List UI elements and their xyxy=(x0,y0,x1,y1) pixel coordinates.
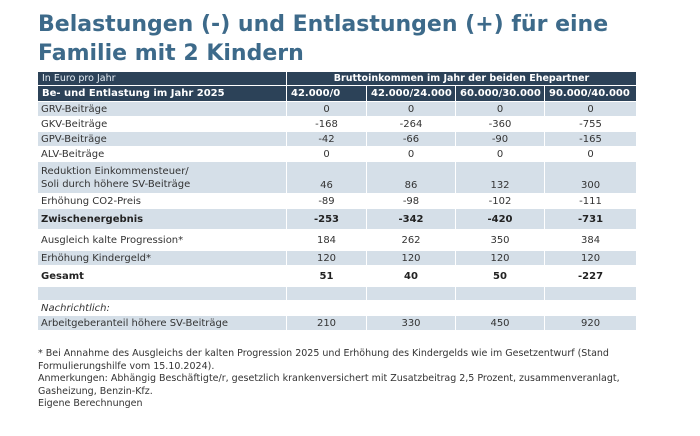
cell-value: 350 xyxy=(455,229,545,251)
column-header: 42.000/0 xyxy=(286,85,367,102)
cell-value: 450 xyxy=(455,315,545,331)
table-row: GRV-Beiträge 0 0 0 0 xyxy=(37,101,638,117)
row-label-line: Soli durch höhere SV-Beiträge xyxy=(41,178,191,190)
cell-value: -90 xyxy=(455,131,545,147)
table-row: GPV-Beiträge -42 -66 -90 -165 xyxy=(37,131,638,147)
row-label: Erhöhung CO2-Preis xyxy=(37,193,287,209)
row-label-line: Reduktion Einkommensteuer/ xyxy=(41,165,189,177)
memo-row: Nachrichtlich: xyxy=(37,300,638,316)
cell-value: 0 xyxy=(543,146,638,162)
income-group-header: Bruttoinkommen im Jahr der beiden Ehepar… xyxy=(285,71,638,86)
table-row: Erhöhung Kindergeld* 120 120 120 120 xyxy=(37,250,638,266)
memo-label: Nachrichtlich: xyxy=(37,300,287,316)
cell-value: 0 xyxy=(286,101,367,117)
cell-value: 132 xyxy=(455,161,545,194)
row-label: GKV-Beiträge xyxy=(37,116,287,132)
subtotal-row: Zwischenergebnis -253 -342 -420 -731 xyxy=(37,208,638,230)
table-header-columns: Be- und Entlastung im Jahr 2025 42.000/0… xyxy=(37,85,638,102)
cell-value: 51 xyxy=(286,265,367,287)
row-label: ALV-Beiträge xyxy=(37,146,287,162)
cell-value: -420 xyxy=(455,208,545,230)
cell-value: 86 xyxy=(366,161,456,194)
cell-value: -253 xyxy=(286,208,367,230)
footnotes: * Bei Annahme des Ausgleichs der kalten … xyxy=(38,348,678,411)
cell-value: -360 xyxy=(455,116,545,132)
cell-value: -731 xyxy=(543,208,638,230)
row-label: Gesamt xyxy=(37,265,287,287)
cell-value: 120 xyxy=(366,250,456,266)
row-label: Zwischenergebnis xyxy=(37,208,287,230)
table-header-top: In Euro pro Jahr Bruttoinkommen im Jahr … xyxy=(37,71,638,86)
table-row: Erhöhung CO2-Preis -89 -98 -102 -111 xyxy=(37,193,638,209)
cell-value: 40 xyxy=(366,265,456,287)
row-label: GPV-Beiträge xyxy=(37,131,287,147)
cell-value: -102 xyxy=(455,193,545,209)
cell-value: -165 xyxy=(543,131,638,147)
cell-value: -111 xyxy=(543,193,638,209)
footnote-asterisk: * Bei Annahme des Ausgleichs der kalten … xyxy=(38,348,609,372)
cell-value: -98 xyxy=(366,193,456,209)
column-header: 60.000/30.000 xyxy=(455,85,545,102)
cell-value: 0 xyxy=(455,146,545,162)
cell-value: 262 xyxy=(366,229,456,251)
cell-value: 300 xyxy=(543,161,638,194)
burden-relief-table: In Euro pro Jahr Bruttoinkommen im Jahr … xyxy=(37,71,638,331)
cell-value: 46 xyxy=(286,161,367,194)
cell-value: -168 xyxy=(286,116,367,132)
cell-value: 0 xyxy=(286,146,367,162)
cell-value: -66 xyxy=(366,131,456,147)
cell-value: 0 xyxy=(366,146,456,162)
table-row: Arbeitgeberanteil höhere SV-Beiträge 210… xyxy=(37,315,638,331)
row-header: Be- und Entlastung im Jahr 2025 xyxy=(37,85,287,102)
table-row: Reduktion Einkommensteuer/ Soli durch hö… xyxy=(37,161,638,194)
cell-value: -227 xyxy=(543,265,638,287)
column-header: 90.000/40.000 xyxy=(543,85,638,102)
column-header: 42.000/24.000 xyxy=(366,85,456,102)
cell-value: 210 xyxy=(286,315,367,331)
row-label: GRV-Beiträge xyxy=(37,101,287,117)
cell-value: -755 xyxy=(543,116,638,132)
row-label: Arbeitgeberanteil höhere SV-Beiträge xyxy=(37,315,287,331)
table-row: ALV-Beiträge 0 0 0 0 xyxy=(37,146,638,162)
cell-value: 184 xyxy=(286,229,367,251)
total-row: Gesamt 51 40 50 -227 xyxy=(37,265,638,287)
footnote-source: Eigene Berechnungen xyxy=(38,398,143,409)
cell-value: 0 xyxy=(543,101,638,117)
cell-value: -42 xyxy=(286,131,367,147)
cell-value: 384 xyxy=(543,229,638,251)
footnote-remarks: Anmerkungen: Abhängig Beschäftigte/r, ge… xyxy=(38,373,620,397)
cell-value: 120 xyxy=(543,250,638,266)
table-row: GKV-Beiträge -168 -264 -360 -755 xyxy=(37,116,638,132)
cell-value: 920 xyxy=(543,315,638,331)
cell-value: 120 xyxy=(286,250,367,266)
row-label: Ausgleich kalte Progression* xyxy=(37,229,287,251)
unit-label: In Euro pro Jahr xyxy=(37,71,287,86)
cell-value: 50 xyxy=(455,265,545,287)
cell-value: 330 xyxy=(366,315,456,331)
cell-value: -342 xyxy=(366,208,456,230)
row-label: Erhöhung Kindergeld* xyxy=(37,250,287,266)
cell-value: -264 xyxy=(366,116,456,132)
cell-value: 0 xyxy=(366,101,456,117)
row-label: Reduktion Einkommensteuer/ Soli durch hö… xyxy=(37,161,287,194)
cell-value: 0 xyxy=(455,101,545,117)
table-row: Ausgleich kalte Progression* 184 262 350… xyxy=(37,229,638,251)
cell-value: -89 xyxy=(286,193,367,209)
page-title: Belastungen (-) und Entlastungen (+) für… xyxy=(38,12,609,66)
cell-value: 120 xyxy=(455,250,545,266)
spacer-row xyxy=(37,286,638,301)
